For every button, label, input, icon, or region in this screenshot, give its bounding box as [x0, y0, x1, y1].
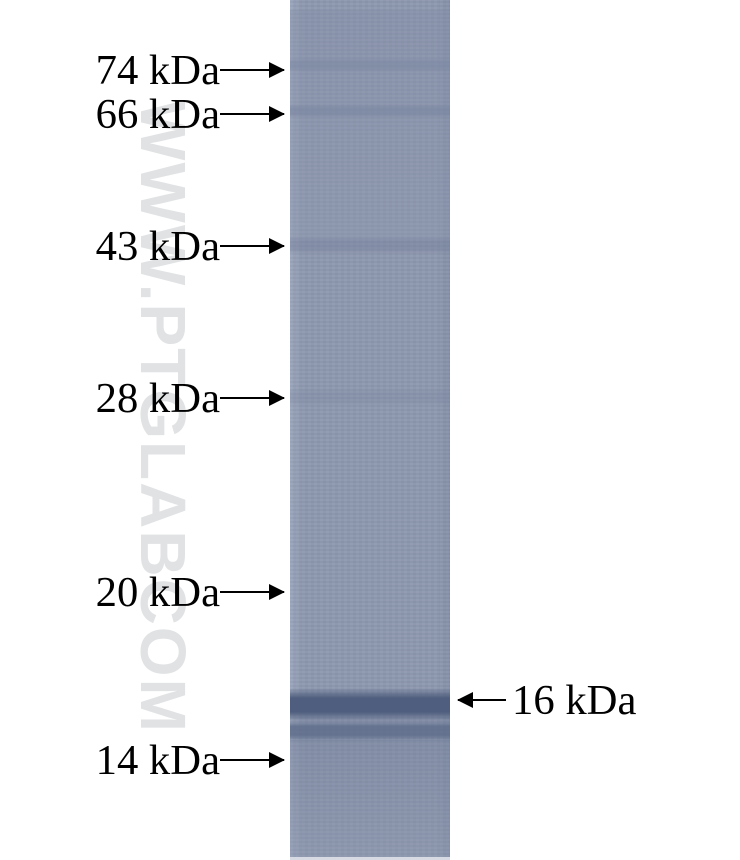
gel-lane	[290, 0, 450, 857]
gel-smear	[290, 740, 450, 860]
gel-band	[290, 104, 450, 118]
arrow-right-icon	[220, 113, 284, 115]
mw-marker-label: 28 kDa	[96, 374, 220, 423]
mw-marker-label: 43 kDa	[96, 222, 220, 271]
mw-marker-label: 20 kDa	[96, 568, 220, 617]
arrow-right-icon	[220, 397, 284, 399]
arrow-right-icon	[220, 759, 284, 761]
gel-band	[290, 236, 450, 254]
mw-marker-label: 16 kDa	[512, 676, 636, 725]
gel-figure: WWW.PTGLABCOM 74 kDa66 kDa43 kDa28 kDa20…	[0, 0, 740, 857]
mw-marker-label: 74 kDa	[96, 46, 220, 95]
mw-marker-label: 66 kDa	[96, 90, 220, 139]
gel-band	[290, 720, 450, 742]
arrow-left-icon	[458, 699, 506, 701]
arrow-right-icon	[220, 591, 284, 593]
gel-smear	[290, 10, 450, 240]
gel-band	[290, 688, 450, 722]
gel-band	[290, 58, 450, 72]
arrow-right-icon	[220, 245, 284, 247]
arrow-right-icon	[220, 69, 284, 71]
gel-band	[290, 388, 450, 406]
mw-marker-label: 14 kDa	[96, 736, 220, 785]
